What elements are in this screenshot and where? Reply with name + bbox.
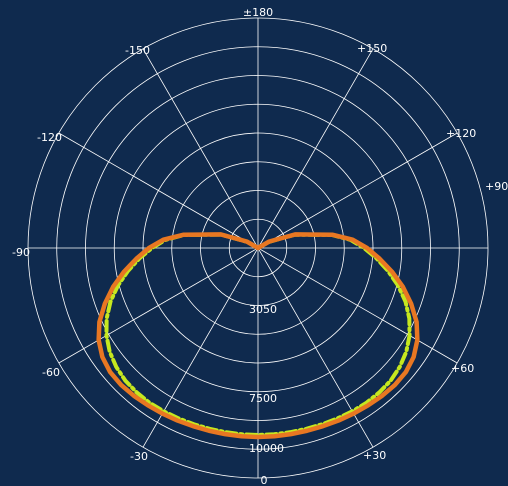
grid-spoke-300 xyxy=(58,247,259,364)
angle-label: ±180 xyxy=(243,6,273,19)
series-line-1 xyxy=(96,232,420,440)
angle-label: +120 xyxy=(446,127,476,140)
angle-label: -60 xyxy=(42,366,60,379)
angle-label: +150 xyxy=(357,42,387,55)
grid-spoke-30 xyxy=(257,247,374,448)
angle-label: -30 xyxy=(130,450,148,463)
angle-label: +30 xyxy=(363,449,386,462)
angle-label: +90 xyxy=(485,180,508,193)
grid-spoke-240 xyxy=(58,132,259,249)
angle-label: 0 xyxy=(261,474,268,486)
label-layer: ±180 +150 +120 +90 +60 +30 0 -30 -60 -90 -120 -150 3… xyxy=(12,6,508,486)
grid-spoke-210 xyxy=(142,48,259,249)
grid-spoke-150 xyxy=(257,48,374,249)
angle-label: -90 xyxy=(12,246,30,259)
radial-tick-label: 3050 xyxy=(249,303,277,316)
angle-label: -150 xyxy=(125,44,150,57)
grid-spoke-60 xyxy=(257,247,458,364)
radial-tick-label: 10000 xyxy=(249,442,284,455)
series-layer xyxy=(96,232,420,440)
angle-label: +60 xyxy=(451,362,474,375)
radial-tick-label: 7500 xyxy=(249,392,277,405)
grid-spoke-330 xyxy=(142,247,259,448)
grid-spoke-120 xyxy=(257,132,458,249)
angle-label: -120 xyxy=(37,131,62,144)
